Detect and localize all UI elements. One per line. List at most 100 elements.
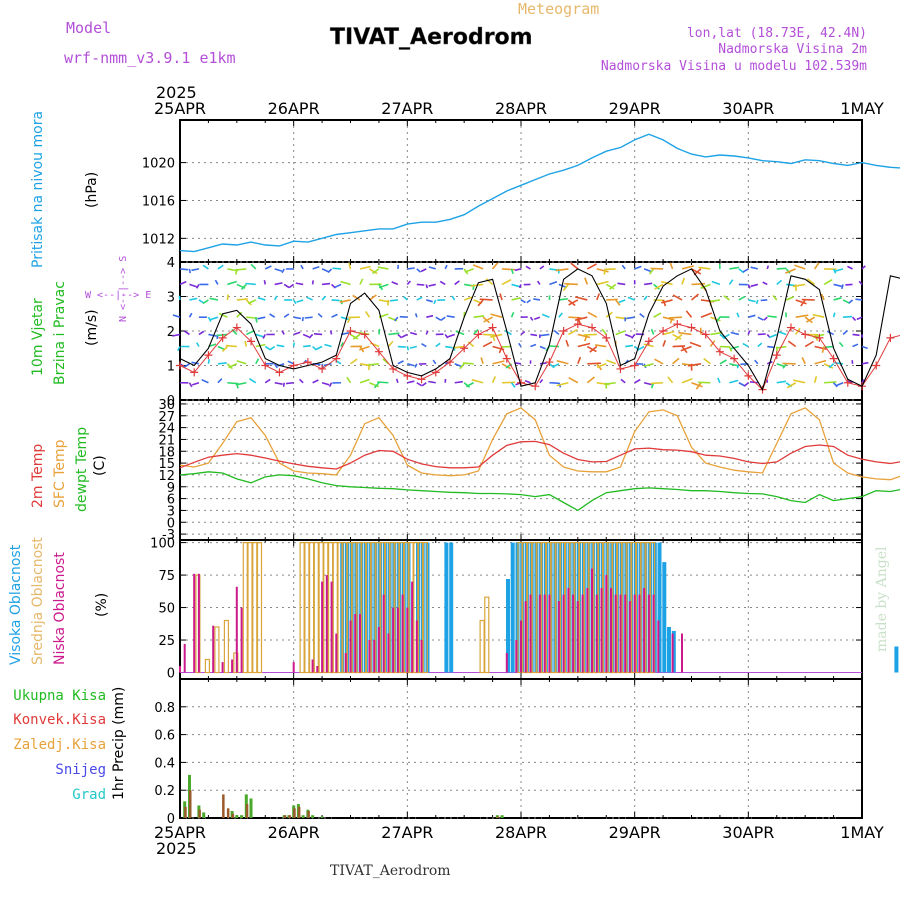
wind-arrow	[728, 346, 733, 352]
low-cloud-bar	[330, 581, 333, 673]
wind-arrow	[188, 268, 191, 274]
wind-arrow	[179, 280, 187, 286]
low-cloud-bar	[529, 594, 532, 673]
wind-arrow	[397, 345, 406, 348]
wind-arrow	[189, 297, 198, 301]
wind-arrow	[738, 295, 746, 301]
low-cloud-bar	[235, 586, 238, 673]
wind-arrow	[302, 333, 310, 338]
wind-arrow	[191, 268, 200, 272]
y-tick-label: 0	[167, 812, 175, 827]
wind-arrow	[446, 315, 455, 318]
wind-arrow	[540, 333, 550, 337]
dewpoint-line	[179, 471, 900, 512]
wind-arrow	[401, 333, 408, 338]
wind-arrow	[618, 299, 626, 304]
wind-arrow	[465, 382, 475, 388]
wind-arrow	[558, 298, 568, 301]
wind-arrow	[236, 298, 248, 301]
wind-arrow	[324, 343, 332, 348]
wind-arrow	[776, 363, 785, 368]
wind-arrow	[210, 316, 219, 321]
low-cloud-bar	[543, 594, 546, 673]
wind-arrow	[709, 340, 716, 347]
wind-arrow	[681, 265, 694, 270]
wind-arrow	[332, 267, 342, 270]
wind-arrow	[605, 283, 615, 290]
wind-arrow	[562, 283, 569, 291]
wind-arrow	[586, 376, 595, 384]
wind-arrow	[285, 381, 294, 385]
low-cloud-bar	[415, 620, 418, 673]
wind-arrow	[529, 316, 534, 321]
rain-convective-bar	[189, 790, 192, 818]
x-tick-label-bottom: 29APR	[609, 823, 661, 842]
wind-arrow	[644, 282, 653, 286]
wind-arrow	[814, 345, 827, 350]
wind-arrow	[526, 299, 531, 304]
rain-total-bar	[249, 798, 253, 818]
cloud-ylabel-3: Niska Oblacnost	[52, 552, 68, 665]
panel-frame-2	[179, 399, 863, 541]
wind-arrow	[172, 333, 181, 337]
wind-arrow	[520, 299, 526, 304]
low-cloud-bar	[231, 659, 234, 673]
low-cloud-bar	[562, 594, 565, 673]
wind-gust-marker	[303, 358, 312, 367]
wind-arrow	[685, 310, 693, 318]
wind-arrow	[672, 294, 683, 301]
wind-gust-marker	[573, 320, 582, 329]
low-cloud-bar	[377, 627, 380, 673]
low-cloud-bar	[321, 581, 324, 673]
x-tick-label-bottom: 28APR	[495, 823, 547, 842]
wind-arrow	[596, 293, 601, 301]
wind-gust-marker	[389, 364, 398, 373]
wind-arrow	[435, 316, 442, 321]
low-cloud-bar	[548, 594, 551, 673]
rain-total-bar	[202, 812, 206, 818]
wind-arrow	[395, 378, 399, 383]
wind-gust-marker	[801, 330, 810, 339]
wind-ylabel-1: 10m Vjetar	[30, 298, 46, 376]
y-tick-label: 21	[158, 433, 175, 448]
x-tick-label-bottom: 26APR	[268, 823, 320, 842]
wind-arrow	[587, 311, 598, 318]
wind-arrow	[288, 283, 295, 289]
wind-arrow	[792, 283, 806, 288]
wind-arrow	[767, 315, 777, 318]
y-tick-label: 1012	[142, 232, 175, 247]
wind-arrow	[710, 331, 723, 336]
wind-arrow	[499, 293, 503, 301]
mid-cloud-bar	[550, 541, 556, 674]
wind-arrow	[482, 341, 493, 348]
wind-arrow	[352, 294, 361, 301]
wind-arrow	[823, 363, 834, 369]
wind-gust-marker	[190, 368, 199, 377]
wind-arrow	[674, 333, 683, 341]
wind-arrow	[711, 280, 721, 286]
low-cloud-bar	[681, 633, 683, 673]
wind-arrow	[785, 296, 795, 301]
wind-arrow	[594, 344, 607, 348]
wind-arrow	[274, 381, 283, 385]
low-cloud-bar	[212, 625, 215, 673]
wind-arrow	[331, 299, 340, 302]
rain-convective-bar	[307, 811, 310, 818]
wind-arrow	[274, 295, 278, 301]
wind-gust-marker	[374, 347, 383, 356]
wind-arrow	[201, 378, 209, 384]
wind-arrow	[757, 342, 763, 348]
wind-speed-line	[179, 268, 900, 391]
wind-arrow	[340, 342, 344, 347]
wind-arrow	[331, 283, 336, 289]
wind-arrow	[813, 262, 820, 270]
wind-arrow	[369, 382, 380, 388]
wind-arrow	[729, 266, 740, 270]
wind-arrow	[368, 294, 377, 301]
year-top: 2025	[156, 83, 197, 102]
wind-arrow	[352, 333, 361, 340]
wind-arrow	[624, 333, 632, 338]
low-cloud-bar	[652, 594, 655, 673]
wind-arrow	[304, 316, 313, 319]
low-cloud-bar	[628, 601, 631, 673]
